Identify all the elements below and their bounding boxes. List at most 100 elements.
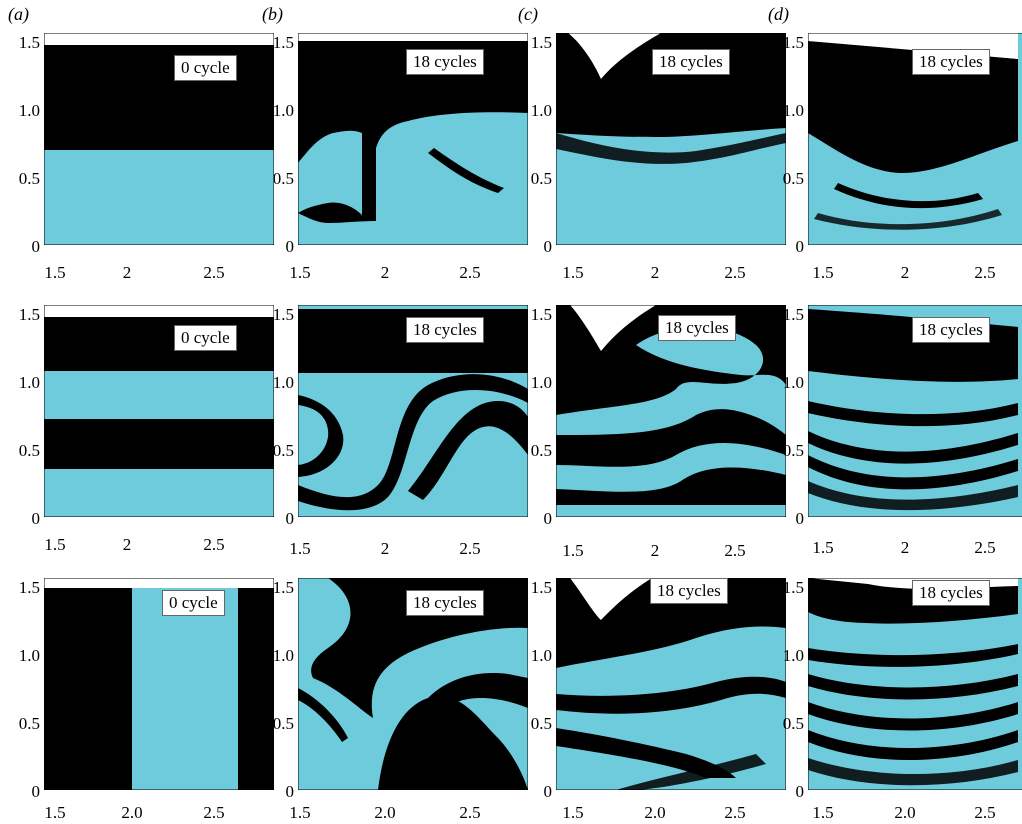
y-tick: 1.0 [530,646,552,665]
panel-row2-d: 18 cycles [808,305,1022,517]
x-tick: 2 [122,535,132,554]
y-tick: 1.5 [272,305,294,324]
y-tick: 1.5 [18,578,40,597]
x-tick: 2.0 [121,803,143,822]
x-tick: 1.5 [562,541,584,560]
y-tick: 1.0 [782,646,804,665]
cycle-label: 18 cycles [652,49,730,75]
y-tick: 0 [285,237,295,256]
x-tick: 2.5 [974,263,996,282]
y-tick: 0.5 [18,441,40,460]
x-tick: 2 [900,263,910,282]
cycle-label: 18 cycles [406,49,484,75]
column-label-d: (d) [768,4,789,24]
y-tick: 0 [795,237,805,256]
x-tick: 1.5 [289,539,311,558]
y-tick: 1.0 [272,646,294,665]
y-tick: 0 [285,782,295,801]
y-tick: 0 [795,782,805,801]
x-tick: 1.5 [812,263,834,282]
x-tick: 2.5 [459,803,481,822]
y-tick: 1.5 [530,33,552,52]
column-label-b: (b) [262,4,283,24]
y-tick: 1.0 [530,101,552,120]
y-tick: 1.5 [530,305,552,324]
cycle-label: 0 cycle [174,325,237,351]
y-tick: 1.0 [18,646,40,665]
y-tick: 0.5 [18,169,40,188]
x-tick: 1.5 [812,803,834,822]
y-tick: 1.0 [782,373,804,392]
y-tick: 0.5 [530,714,552,733]
x-tick: 2.5 [974,803,996,822]
y-tick: 0.5 [272,714,294,733]
y-tick: 0.5 [782,714,804,733]
y-tick: 0.5 [18,714,40,733]
y-tick: 0 [543,782,553,801]
x-tick: 2 [122,263,132,282]
x-tick: 2.5 [203,263,225,282]
y-tick: 0 [543,509,553,528]
x-tick: 2.5 [203,803,225,822]
y-tick: 1.5 [782,305,804,324]
panel-row1-b: 18 cycles [298,33,528,245]
cycle-label: 18 cycles [912,580,990,606]
x-tick: 2.5 [459,263,481,282]
panel-row1-a: 0 cycle [44,33,274,245]
y-tick: 1.0 [782,101,804,120]
cycle-label: 18 cycles [406,590,484,616]
y-tick: 1.0 [18,373,40,392]
panel-row3-c: 18 cycles [556,578,786,790]
y-tick: 1.5 [272,33,294,52]
cycle-label: 18 cycles [406,317,484,343]
x-tick: 1.5 [289,803,311,822]
panel-row3-d: 18 cycles [808,578,1022,790]
cycle-label: 18 cycles [912,49,990,75]
flow-snapshot-row3-c [556,578,786,790]
y-tick: 1.0 [272,101,294,120]
y-tick: 0 [795,509,805,528]
x-tick: 1.5 [562,263,584,282]
y-tick: 1.5 [272,578,294,597]
x-tick: 2.0 [374,803,396,822]
cycle-label: 18 cycles [650,578,728,604]
x-tick: 2.5 [974,538,996,557]
x-tick: 2.0 [644,803,666,822]
x-tick: 2.5 [724,541,746,560]
x-tick: 2 [650,263,660,282]
y-tick: 0 [285,509,295,528]
y-tick: 1.5 [782,33,804,52]
x-tick: 2 [380,263,390,282]
x-tick: 2.5 [724,803,746,822]
y-tick: 0 [31,509,41,528]
column-label-c: (c) [518,4,538,24]
y-tick: 1.5 [18,305,40,324]
panel-row1-d: 18 cycles [808,33,1022,245]
flow-snapshot-row3-a [44,578,274,790]
y-tick: 1.0 [272,373,294,392]
y-tick: 1.5 [18,33,40,52]
y-tick: 0 [31,782,41,801]
y-tick: 0.5 [530,441,552,460]
y-tick: 1.0 [18,101,40,120]
x-tick: 2 [380,539,390,558]
y-tick: 1.5 [530,578,552,597]
cycle-label: 18 cycles [658,315,736,341]
panel-row2-b: 18 cycles [298,305,528,517]
x-tick: 1.5 [44,263,66,282]
panel-row2-a: 0 cycle [44,305,274,517]
x-tick: 2.5 [459,539,481,558]
y-tick: 0.5 [782,169,804,188]
x-tick: 1.5 [289,263,311,282]
flow-snapshot-row1-a [44,33,274,245]
y-tick: 0 [31,237,41,256]
x-tick: 1.5 [812,538,834,557]
panel-row2-c: 18 cycles [556,305,786,517]
y-tick: 1.5 [782,578,804,597]
column-label-a: (a) [8,4,29,24]
panel-row1-c: 18 cycles [556,33,786,245]
flow-snapshot-row2-a [44,305,274,517]
panel-row3-a: 0 cycle [44,578,274,790]
x-tick: 1.5 [44,803,66,822]
x-tick: 2.5 [724,263,746,282]
